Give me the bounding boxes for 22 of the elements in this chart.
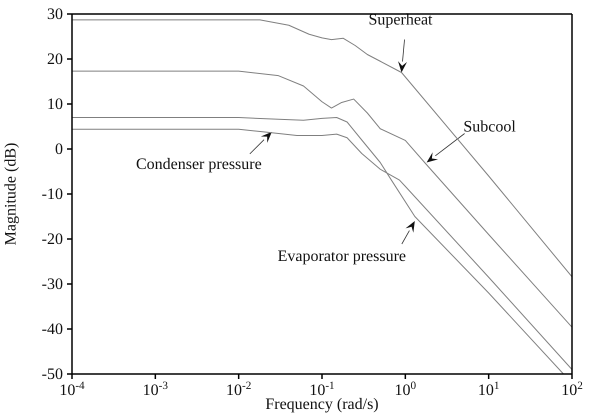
x-tick-label: 10$^{0}$ bbox=[394, 380, 417, 399]
x-axis-title: Frequency (rad/s) bbox=[265, 396, 379, 413]
y-tick-label: 0 bbox=[55, 141, 63, 158]
y-tick-label: 30 bbox=[47, 6, 63, 23]
x-tick-label: 10$^{-3}$ bbox=[142, 380, 168, 399]
annotation: Subcool bbox=[463, 118, 516, 136]
y-axis-title: Magnitude (dB) bbox=[2, 142, 20, 246]
y-tick-label: -10 bbox=[42, 186, 63, 203]
annotation: Condenser pressure bbox=[136, 156, 262, 173]
y-tick-label: 20 bbox=[47, 51, 63, 68]
x-tick-label: 10$^{-4}$ bbox=[59, 380, 86, 399]
annotation: Evaporator pressure bbox=[278, 248, 406, 265]
annotation: Superheat bbox=[368, 12, 434, 28]
y-tick-label: 10 bbox=[47, 96, 63, 113]
y-tick-label: -50 bbox=[42, 366, 63, 383]
x-tick-label: 10$^{1}$ bbox=[478, 380, 500, 399]
y-tick-label: -30 bbox=[42, 276, 63, 293]
x-tick-label: 10$^{-2}$ bbox=[226, 380, 252, 399]
x-tick-label: 10$^{-1}$ bbox=[309, 380, 335, 399]
x-tick-label: 10$^{2}$ bbox=[561, 380, 583, 399]
y-tick-label: -40 bbox=[42, 321, 63, 338]
y-tick-label: -20 bbox=[42, 231, 63, 248]
